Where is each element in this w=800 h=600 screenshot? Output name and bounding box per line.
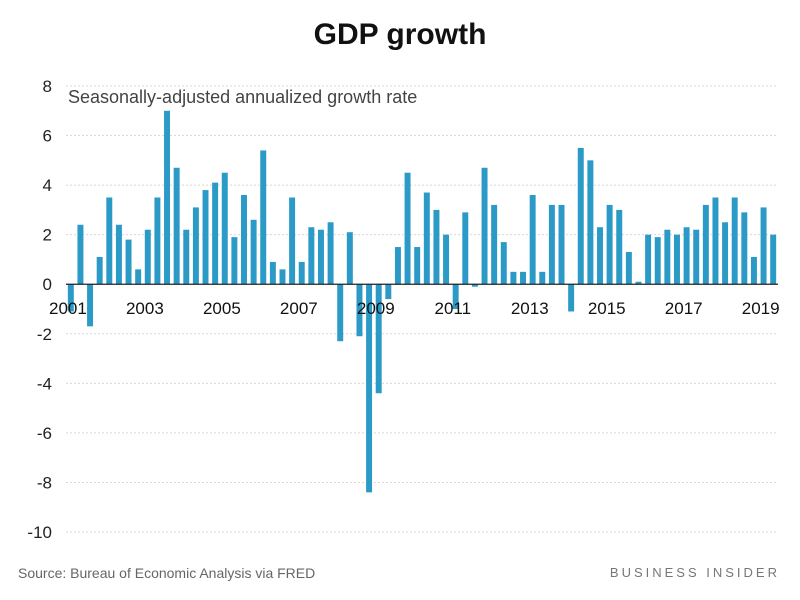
- bar: [616, 209, 623, 285]
- bar: [125, 239, 132, 285]
- bar: [404, 172, 411, 285]
- x-tick-label: 2011: [435, 299, 472, 318]
- bar: [529, 195, 536, 285]
- y-tick-label: 2: [43, 226, 52, 245]
- bar: [625, 252, 632, 285]
- x-tick-label: 2009: [357, 299, 395, 318]
- bar: [221, 172, 228, 285]
- bar: [712, 197, 719, 285]
- y-tick-label: -10: [27, 523, 52, 542]
- bar: [452, 284, 459, 309]
- bar: [260, 150, 267, 285]
- bar: [327, 222, 334, 285]
- chart-title: GDP growth: [313, 18, 487, 51]
- bar: [702, 204, 709, 285]
- bar: [154, 197, 161, 285]
- bar: [673, 234, 680, 285]
- bar: [337, 284, 344, 342]
- x-tick-label: 2019: [742, 299, 780, 318]
- y-tick-label: 4: [43, 176, 52, 195]
- bar: [587, 160, 594, 285]
- bar: [375, 284, 382, 394]
- bar: [568, 284, 575, 312]
- y-tick-label: 0: [43, 275, 52, 294]
- bar: [96, 256, 103, 285]
- bar: [491, 204, 498, 285]
- bar: [731, 197, 738, 285]
- bar: [664, 229, 671, 285]
- bar: [760, 207, 767, 285]
- bar: [481, 167, 488, 285]
- bar: [192, 207, 199, 285]
- bar: [510, 271, 517, 285]
- x-tick-label: 2001: [49, 299, 87, 318]
- bar: [443, 234, 450, 285]
- bar: [231, 237, 238, 285]
- x-tick-label: 2007: [280, 299, 318, 318]
- bar: [144, 229, 151, 285]
- bar: [106, 197, 113, 285]
- bar: [539, 271, 546, 285]
- bar: [414, 247, 421, 285]
- bar: [462, 212, 469, 285]
- x-tick-label: 2015: [588, 299, 626, 318]
- y-tick-label: -8: [37, 473, 52, 492]
- bar: [394, 247, 401, 285]
- bar: [693, 229, 700, 285]
- bar: [115, 224, 122, 285]
- bar: [279, 269, 286, 285]
- bar: [308, 227, 315, 285]
- bar: [87, 284, 94, 327]
- y-tick-label: 8: [43, 77, 52, 96]
- bar: [183, 229, 190, 285]
- bar: [577, 147, 584, 285]
- bar: [173, 167, 180, 285]
- bar: [366, 284, 373, 493]
- bar: [722, 222, 729, 285]
- bar: [750, 256, 757, 285]
- bar: [289, 197, 296, 285]
- bar: [317, 229, 324, 285]
- x-tick-label: 2005: [203, 299, 241, 318]
- bar: [645, 234, 652, 285]
- bar: [385, 284, 392, 300]
- y-tick-label: -6: [37, 424, 52, 443]
- bar: [298, 261, 305, 285]
- bar: [500, 242, 507, 285]
- bar: [77, 224, 84, 285]
- source-note: Source: Bureau of Economic Analysis via …: [18, 565, 316, 581]
- brand-logo: BUSINESS INSIDER: [609, 565, 780, 580]
- bar: [548, 204, 555, 285]
- bar: [212, 182, 219, 285]
- x-tick-label: 2017: [665, 299, 703, 318]
- bar: [241, 195, 247, 285]
- bar: [597, 227, 603, 285]
- bar: [654, 237, 661, 285]
- chart-subtitle: Seasonally-adjusted annualized growth ra…: [68, 87, 417, 107]
- bar: [635, 281, 642, 285]
- bar: [471, 284, 478, 287]
- bar: [433, 209, 440, 285]
- bar: [683, 227, 690, 285]
- bar: [250, 219, 257, 285]
- bar: [356, 284, 363, 337]
- y-tick-label: 6: [43, 127, 52, 146]
- bar: [67, 284, 74, 312]
- bar: [202, 190, 209, 285]
- bar: [606, 204, 613, 285]
- bar: [269, 261, 276, 285]
- bar: [770, 234, 777, 285]
- y-tick-label: -2: [37, 325, 52, 344]
- bar: [520, 271, 527, 285]
- bar: [741, 212, 748, 285]
- bar: [135, 269, 142, 285]
- x-tick-label: 2013: [511, 299, 549, 318]
- bar: [423, 192, 430, 285]
- y-tick-label: -4: [37, 374, 52, 393]
- bar: [346, 232, 353, 285]
- bar: [164, 110, 171, 285]
- bar: [558, 204, 565, 285]
- x-tick-label: 2003: [126, 299, 164, 318]
